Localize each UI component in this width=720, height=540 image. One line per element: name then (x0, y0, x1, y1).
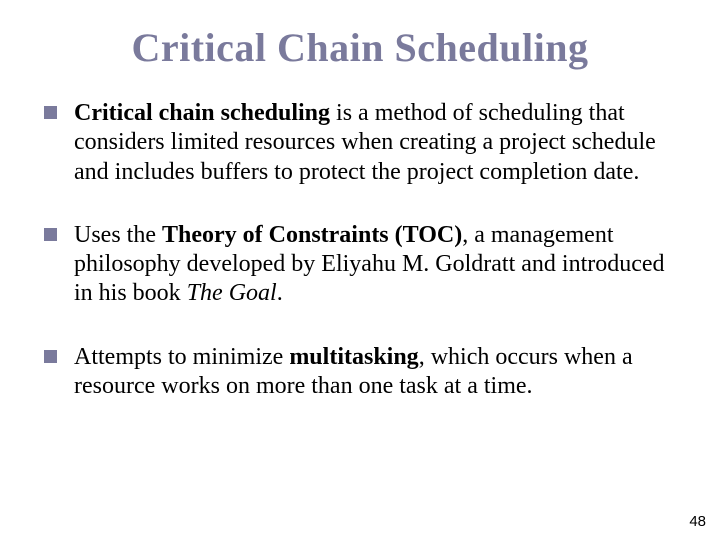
bold-text: Critical chain scheduling (74, 100, 330, 126)
bold-text: multitasking (289, 344, 418, 370)
slide: Critical Chain Scheduling Critical chain… (0, 0, 720, 540)
slide-title: Critical Chain Scheduling (40, 24, 680, 71)
bullet-list: Critical chain scheduling is a method of… (40, 99, 680, 401)
body-text: . (277, 280, 283, 306)
bold-text: Theory of Constraints (TOC) (162, 222, 462, 248)
page-number: 48 (689, 513, 706, 530)
body-text: Attempts to minimize (74, 344, 289, 370)
body-text: Uses the (74, 222, 162, 248)
list-item: Uses the Theory of Constraints (TOC), a … (40, 221, 680, 309)
list-item: Critical chain scheduling is a method of… (40, 99, 680, 187)
list-item: Attempts to minimize multitasking, which… (40, 343, 680, 402)
italic-text: The Goal (187, 280, 277, 306)
